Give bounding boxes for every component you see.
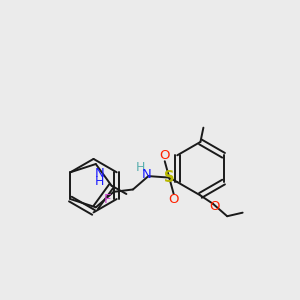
Text: O: O <box>160 149 170 162</box>
Text: N: N <box>142 168 152 181</box>
Text: S: S <box>164 170 175 185</box>
Text: H: H <box>135 161 145 174</box>
Text: F: F <box>104 193 111 206</box>
Text: N: N <box>94 167 104 180</box>
Text: O: O <box>209 200 220 213</box>
Text: H: H <box>95 176 104 188</box>
Text: O: O <box>168 194 179 206</box>
